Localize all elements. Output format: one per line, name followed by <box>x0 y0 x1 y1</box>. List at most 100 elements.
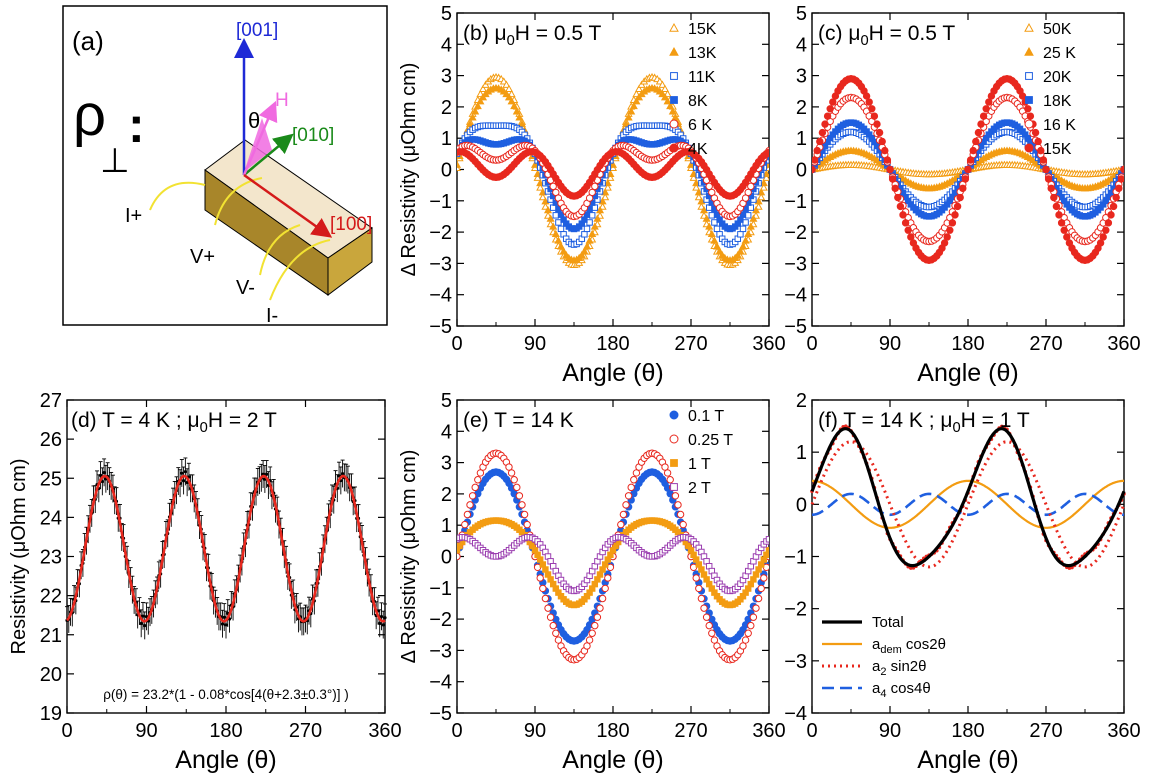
panel-f: 0 90 180 270 360 −4 −3 −2 −1 0 1 2 Angle (θ) (f) T = … <box>784 390 1141 774</box>
data-point <box>744 188 752 197</box>
y-axis-label: Resistivity (μOhm cm) <box>8 459 30 655</box>
data-point <box>699 205 709 214</box>
y-tick-label: 4 <box>441 421 452 443</box>
data-point <box>754 594 763 603</box>
y-tick-label: −3 <box>784 651 807 673</box>
y-tick-label: −3 <box>784 253 807 275</box>
data-point <box>663 469 672 477</box>
data-point <box>1107 211 1115 219</box>
x-tick-label: 270 <box>1029 720 1062 742</box>
data-point <box>1120 165 1124 174</box>
fit-curve <box>66 474 386 623</box>
data-point <box>554 636 563 644</box>
legend-label: 18K <box>1043 93 1072 110</box>
x-axis-label: Angle (θ) <box>562 359 663 387</box>
data-point <box>533 169 542 177</box>
x-tick-label: 360 <box>1107 333 1140 355</box>
data-point <box>1112 193 1120 202</box>
x-tick-label: 180 <box>951 333 984 355</box>
y-tick-label: −1 <box>784 191 807 213</box>
data-point <box>551 229 560 238</box>
data-point <box>959 184 967 193</box>
data-point <box>1117 175 1124 183</box>
data-point <box>608 160 618 168</box>
legend-marker <box>669 22 679 32</box>
data-point <box>476 97 485 105</box>
data-point <box>896 202 905 211</box>
x-tick-label: 90 <box>524 333 546 355</box>
data-point <box>507 469 516 477</box>
legend-marker <box>669 410 679 420</box>
data-point <box>821 120 829 128</box>
y-tick-label: 4 <box>796 34 807 56</box>
y-tick-label: 19 <box>40 703 62 725</box>
data-point <box>505 463 513 471</box>
legend-label: 0.1 T <box>688 408 724 425</box>
x-tick-label: 270 <box>674 720 707 742</box>
legend-main: a <box>872 680 881 697</box>
y-tick-label: 22 <box>40 586 62 608</box>
data-point <box>868 105 876 113</box>
legend-marker <box>669 46 679 56</box>
panel-annotation-h: H <box>515 22 530 45</box>
legend-label: a4 cos4θ <box>872 680 931 700</box>
data-point <box>742 219 749 226</box>
y-axis-label: Δ Resistivity (μOhm cm) <box>398 63 420 277</box>
data-point <box>712 242 722 250</box>
data-point <box>379 614 384 619</box>
data-point <box>751 205 761 214</box>
data-point <box>757 584 765 593</box>
data-point <box>523 520 531 529</box>
data-point <box>888 175 897 183</box>
y-tick-label: 2 <box>796 390 807 412</box>
curve-3 <box>811 492 1125 517</box>
data-point <box>979 112 988 120</box>
y-tick-label: −5 <box>429 703 452 725</box>
data-point <box>708 629 716 637</box>
legend-sub: 4 <box>880 688 886 700</box>
data-point <box>502 80 511 88</box>
data-point <box>1099 233 1107 241</box>
data-point <box>686 160 696 168</box>
data-point <box>556 242 566 250</box>
data-point <box>711 219 718 226</box>
data-point <box>624 113 633 121</box>
y-tick-label: −4 <box>429 672 452 694</box>
data-point <box>865 98 873 106</box>
data-point <box>1104 219 1113 227</box>
x-axis-label: Angle (θ) <box>917 359 1018 387</box>
data-point <box>666 476 674 484</box>
data-point <box>588 629 596 637</box>
data-point <box>666 101 675 110</box>
data-point <box>747 182 755 191</box>
x-tick-label: 360 <box>752 720 785 742</box>
data-point <box>634 84 644 93</box>
data-point <box>749 214 758 222</box>
data-point <box>457 552 461 561</box>
data-point <box>604 574 612 582</box>
axis-100-label: [100] <box>330 214 372 235</box>
data-point <box>739 642 747 650</box>
x-tick-label: 180 <box>596 720 629 742</box>
data-point <box>826 105 834 113</box>
data-points <box>812 75 1124 264</box>
data-point <box>606 173 615 181</box>
data-points <box>810 424 1126 570</box>
data-point <box>1024 105 1032 113</box>
data-point <box>737 231 744 238</box>
data-point <box>510 101 519 110</box>
data-point <box>588 229 597 238</box>
y-axis-label: Δ Resistivity (μOhm cm) <box>398 450 420 664</box>
data-point <box>813 146 821 155</box>
data-point <box>581 231 588 238</box>
panel-a-label: (a) <box>72 26 104 56</box>
data-point <box>538 188 547 196</box>
legend-label: 25 K <box>1043 45 1076 62</box>
data-with-error-bars <box>65 457 387 640</box>
data-point <box>593 613 602 621</box>
legend-label: 15K <box>688 21 717 38</box>
data-point <box>759 183 768 191</box>
x-tick-label: 180 <box>596 333 629 355</box>
lead-i-plus <box>149 181 206 211</box>
data-point <box>183 470 187 474</box>
